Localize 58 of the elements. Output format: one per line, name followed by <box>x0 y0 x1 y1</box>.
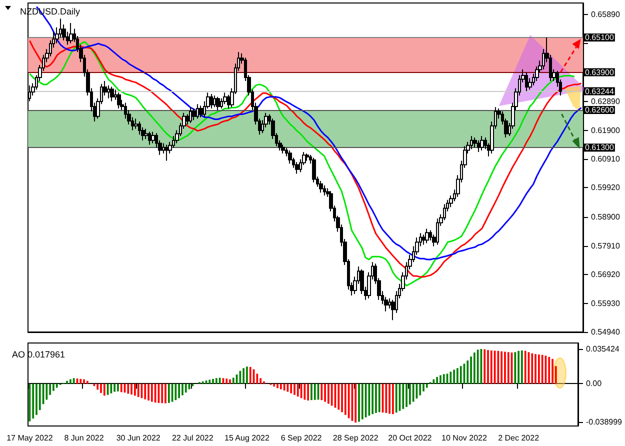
candlestick <box>295 162 299 174</box>
text: AO 0.017961 <box>12 350 66 360</box>
x-tick-label: 15 Aug 2022 <box>224 434 270 442</box>
y-tick-label: 0.65890 <box>591 10 620 20</box>
y-tick-label: -0.038999 <box>586 417 623 426</box>
y-tick-label: 0.62890 <box>591 97 620 106</box>
candlestick <box>473 137 477 148</box>
candlestick <box>305 152 309 162</box>
candlestick <box>189 106 192 124</box>
y-tick-label: 0.55930 <box>591 298 620 308</box>
candlestick <box>148 131 151 146</box>
y-tick-label: 0.58900 <box>591 212 620 222</box>
candlestick <box>319 180 323 194</box>
ref-line-label: 0.62600 <box>585 105 614 114</box>
candlestick <box>69 22 73 44</box>
y-tick-label: 0.60910 <box>591 154 620 164</box>
y-tick-label: 0.00 <box>586 379 602 388</box>
candlestick <box>525 72 528 92</box>
candlestick <box>165 144 169 162</box>
candlestick <box>196 104 199 120</box>
candlestick <box>210 94 213 110</box>
y-tick-label: 0.61900 <box>591 126 620 135</box>
y-tick-label: 0.56920 <box>591 270 620 280</box>
x-tick-label: 8 Jun 2022 <box>64 434 104 442</box>
candlestick <box>477 140 480 152</box>
x-tick-label: 2 Dec 2022 <box>498 434 540 442</box>
candlestick <box>117 92 121 110</box>
x-tick-label: 20 Oct 2022 <box>388 434 432 442</box>
ref-line-label: 0.65100 <box>585 32 614 42</box>
candlestick <box>281 144 285 154</box>
candlestick <box>107 84 110 99</box>
candlestick <box>288 150 292 164</box>
y-tick-label: 0.59920 <box>591 183 620 192</box>
y-tick-label: 0.54940 <box>591 328 620 336</box>
x-tick-label: 17 May 2022 <box>6 434 54 442</box>
candlestick <box>213 94 216 108</box>
candlestick <box>436 218 439 246</box>
y-tick-label: 0.035424 <box>586 344 620 354</box>
candlestick <box>480 136 484 152</box>
candlestick <box>216 96 220 110</box>
x-tick-label: 30 Jun 2022 <box>116 434 161 442</box>
ref-line-label: 0.61300 <box>585 143 614 152</box>
candlestick <box>192 108 196 121</box>
x-tick-label: 22 Jul 2022 <box>172 434 214 442</box>
candlestick <box>312 157 316 183</box>
ref-line-label: 0.63900 <box>585 68 614 77</box>
ref-line-label: 0.63244 <box>585 86 614 96</box>
candlestick <box>110 86 114 102</box>
candlestick <box>425 228 429 244</box>
x-tick-label: 6 Sep 2022 <box>280 434 322 442</box>
x-tick-label: 28 Sep 2022 <box>332 434 379 442</box>
candlestick <box>151 131 155 144</box>
y-tick-label: 0.57910 <box>591 241 620 250</box>
candlestick <box>199 105 203 118</box>
candlestick <box>323 184 326 196</box>
x-tick-label: 10 Nov 2022 <box>442 434 488 442</box>
candlestick <box>470 136 473 150</box>
candlestick <box>223 92 227 105</box>
